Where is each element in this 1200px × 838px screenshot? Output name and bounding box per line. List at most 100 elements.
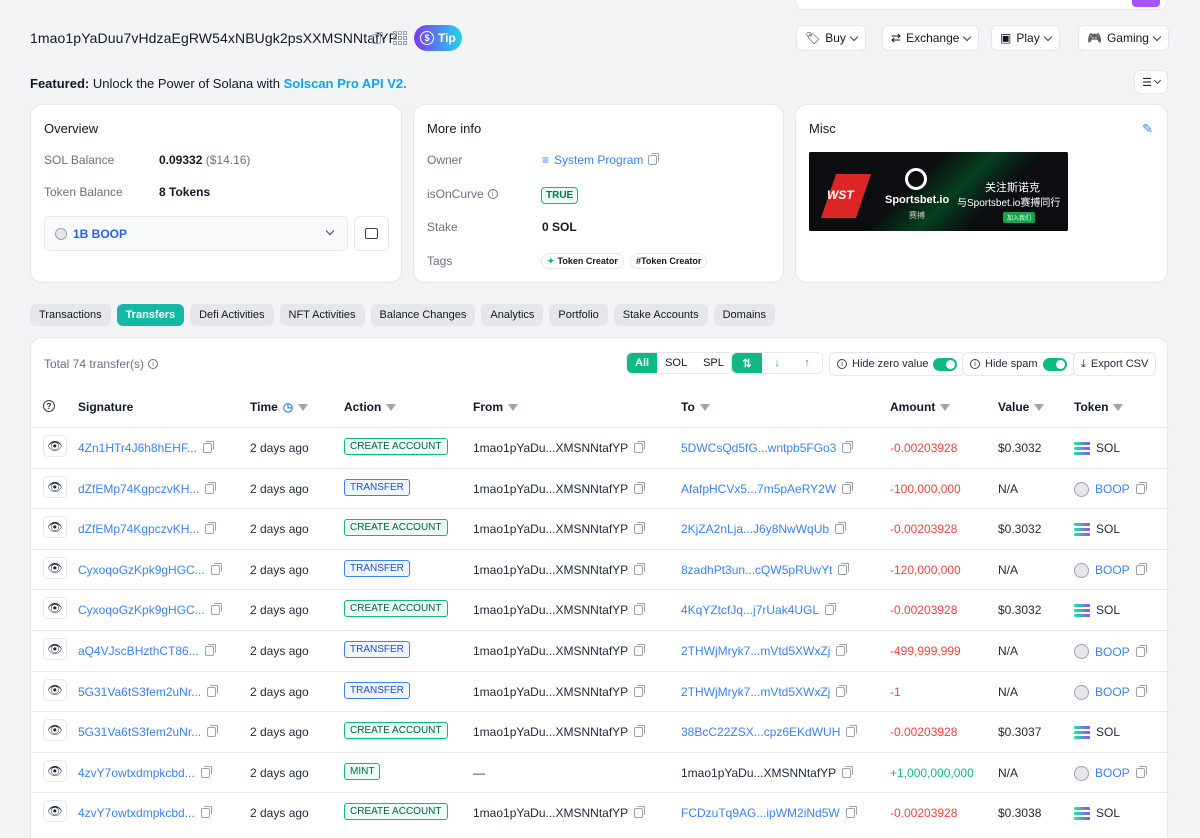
copy-icon[interactable] [1135, 563, 1147, 576]
to-text[interactable]: 2THWjMryk7...mVtd5XWxZj [681, 644, 831, 658]
view-details-button[interactable]: 👁 [43, 719, 67, 742]
hide-zero-toggle[interactable]: i Hide zero value [829, 352, 966, 376]
to-text[interactable]: 38BcC22ZSX...cpz6EKdWUH [681, 725, 841, 740]
copy-icon[interactable] [1135, 766, 1147, 779]
copy-icon[interactable] [845, 806, 857, 819]
copy-icon[interactable] [205, 481, 217, 494]
copy-icon[interactable] [836, 644, 848, 656]
to-text[interactable]: 4KqYZtcfJq...j7rUak4UGL [681, 603, 820, 618]
copy-icon[interactable] [634, 562, 646, 575]
from-cell[interactable]: 1mao1pYaDu...XMSNNtafYP [473, 603, 646, 617]
to-text[interactable]: 2KjZA2nLja...J6y8NwWqUb [681, 522, 830, 537]
tab-stake-accounts[interactable]: Stake Accounts [613, 304, 708, 326]
copy-icon[interactable] [634, 481, 646, 494]
to-cell[interactable]: FCDzuTq9AG...ipWM2iNd5W [681, 806, 857, 820]
copy-icon[interactable] [200, 765, 212, 778]
gaming-button[interactable]: 🎮 Gaming [1078, 25, 1169, 51]
tag-chip[interactable]: ✦ Token Creator [541, 253, 624, 269]
signature-text[interactable]: 4Zn1HTr4J6h8hEHF... [78, 441, 197, 455]
token-cell[interactable]: BOOP [1074, 765, 1147, 781]
tab-nft-activities[interactable]: NFT Activities [279, 304, 365, 326]
token-text[interactable]: SOL [1096, 603, 1121, 618]
to-text[interactable]: AfafpHCVx5...7m5pAeRY2W [681, 481, 837, 496]
copy-icon[interactable] [634, 441, 646, 453]
copy-icon[interactable] [825, 603, 837, 616]
signature-cell[interactable]: 4zvY7owtxdmpkcbd... [78, 806, 212, 821]
exchange-button[interactable]: ⇄ Exchange [882, 25, 980, 51]
signature-text[interactable]: 5G31Va6tS3fem2uNr... [78, 725, 202, 740]
filter-icon[interactable] [386, 403, 397, 411]
view-details-button[interactable]: 👁 [43, 435, 67, 457]
toggle-switch[interactable] [933, 357, 958, 371]
filter-icon[interactable] [298, 403, 309, 411]
tag-chip[interactable]: #Token Creator [630, 253, 708, 269]
from-cell[interactable]: 1mao1pYaDu...XMSNNtafYP [473, 441, 646, 455]
copy-icon[interactable] [634, 684, 646, 697]
token-text[interactable]: BOOP [1095, 766, 1130, 781]
token-cell[interactable]: BOOP [1074, 562, 1147, 578]
copy-icon[interactable] [200, 806, 212, 819]
signature-cell[interactable]: CyxoqoGzKpk9gHGC... [78, 562, 222, 577]
copy-icon[interactable] [372, 32, 383, 44]
hide-spam-toggle[interactable]: i Hide spam [962, 352, 1075, 376]
copy-icon[interactable] [210, 603, 222, 616]
token-cell[interactable]: BOOP [1074, 644, 1147, 659]
view-details-button[interactable]: 👁 [43, 597, 67, 620]
from-text[interactable]: 1mao1pYaDu...XMSNNtafYP [473, 644, 629, 658]
tip-button[interactable]: $ Tip [414, 25, 462, 51]
from-cell[interactable]: 1mao1pYaDu...XMSNNtafYP [473, 562, 646, 577]
to-cell[interactable]: 2THWjMryk7...mVtd5XWxZj [681, 684, 848, 699]
copy-icon[interactable] [1135, 644, 1147, 657]
export-csv-button[interactable]: ⤓ Export CSV [1073, 352, 1157, 376]
token-text[interactable]: BOOP [1095, 563, 1130, 578]
token-cell[interactable]: SOL [1074, 441, 1120, 455]
signature-text[interactable]: dZfEMp74KgpczvKH... [78, 522, 200, 537]
token-cell[interactable]: SOL [1074, 725, 1120, 739]
signature-cell[interactable]: aQ4VJscBHzthCT86... [78, 644, 216, 658]
copy-icon[interactable] [634, 603, 646, 616]
to-text[interactable]: 2THWjMryk7...mVtd5XWxZj [681, 684, 831, 699]
from-cell[interactable]: 1mao1pYaDu...XMSNNtafYP [473, 644, 646, 658]
tab-balance-changes[interactable]: Balance Changes [370, 304, 476, 326]
token-text[interactable]: SOL [1096, 725, 1121, 740]
copy-icon[interactable] [842, 481, 854, 494]
both-directions-icon[interactable]: ⇅ [732, 353, 762, 373]
from-text[interactable]: 1mao1pYaDu...XMSNNtafYP [473, 806, 629, 821]
from-text[interactable]: 1mao1pYaDu...XMSNNtafYP [473, 481, 629, 496]
buy-button[interactable]: 🏷 Buy [796, 25, 866, 51]
from-text[interactable]: 1mao1pYaDu...XMSNNtafYP [473, 684, 629, 699]
copy-icon[interactable] [648, 153, 660, 165]
tab-analytics[interactable]: Analytics [481, 304, 544, 326]
copy-icon[interactable] [836, 684, 848, 697]
filter-all[interactable]: All [627, 353, 658, 373]
signature-cell[interactable]: dZfEMp74KgpczvKH... [78, 481, 217, 496]
view-details-button[interactable]: 👁 [43, 475, 67, 498]
featured-link[interactable]: Solscan Pro API V2. [283, 76, 407, 91]
copy-icon[interactable] [205, 522, 217, 535]
token-text[interactable]: SOL [1096, 522, 1121, 537]
view-details-button[interactable]: 👁 [43, 516, 67, 539]
qr-code-icon[interactable] [393, 31, 407, 45]
to-cell[interactable]: 4KqYZtcfJq...j7rUak4UGL [681, 603, 837, 618]
filter-spl[interactable]: SPL [695, 353, 732, 373]
top-action-button[interactable] [1132, 0, 1160, 7]
to-text[interactable]: 1mao1pYaDu...XMSNNtafYP [681, 765, 837, 780]
copy-icon[interactable] [842, 765, 854, 778]
from-cell[interactable]: 1mao1pYaDu...XMSNNtafYP [473, 481, 646, 496]
copy-icon[interactable] [634, 725, 646, 738]
from-cell[interactable]: 1mao1pYaDu...XMSNNtafYP [473, 806, 646, 821]
token-cell[interactable]: BOOP [1074, 481, 1147, 497]
ad-banner[interactable]: WST Sportsbet.io 赛搏 关注斯诺克 与Sportsbet.io赛… [809, 152, 1068, 231]
signature-text[interactable]: 4zvY7owtxdmpkcbd... [78, 765, 195, 780]
copy-icon[interactable] [838, 562, 850, 575]
info-icon[interactable]: i [148, 359, 159, 369]
top-search-box[interactable] [795, 0, 1167, 10]
copy-icon[interactable] [846, 725, 858, 738]
token-cell[interactable]: BOOP [1074, 684, 1147, 700]
signature-text[interactable]: 4zvY7owtxdmpkcbd... [78, 806, 195, 821]
to-cell[interactable]: 8zadhPt3un...cQW5pRUwYt [681, 562, 850, 577]
token-select[interactable]: 1B BOOP [44, 216, 348, 251]
filter-icon[interactable] [1034, 403, 1045, 411]
view-details-button[interactable]: 👁 [43, 638, 67, 660]
toggle-switch[interactable] [1042, 357, 1067, 371]
